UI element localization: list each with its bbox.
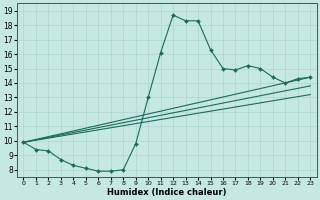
X-axis label: Humidex (Indice chaleur): Humidex (Indice chaleur) xyxy=(107,188,227,197)
